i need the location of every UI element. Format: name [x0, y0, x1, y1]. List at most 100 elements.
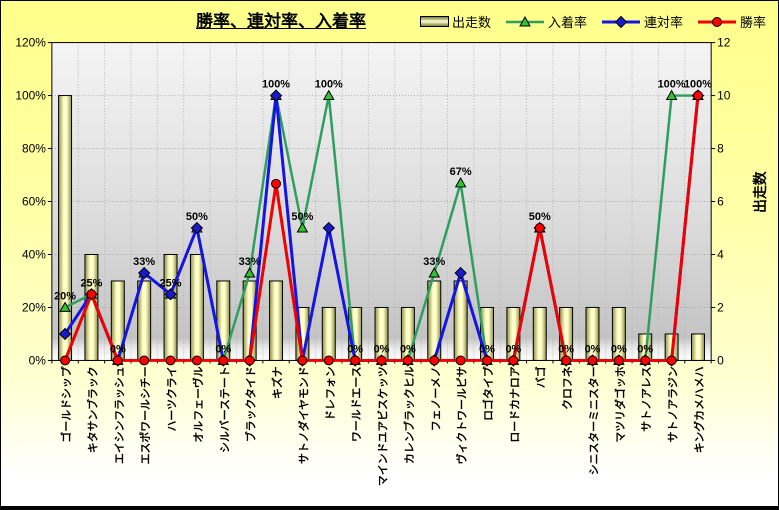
y2-axis-tick-label: 10 — [717, 89, 731, 103]
x-axis-category-label: ロゴタイプ — [481, 366, 495, 420]
axis-ticks — [47, 42, 716, 364]
circle-marker — [508, 355, 519, 366]
diamond-marker — [322, 221, 335, 235]
data-label: 0% — [611, 344, 627, 356]
x-axis-category-label: ゴールドシップ — [59, 366, 73, 442]
x-axis-category-label: キングカメハメハ — [692, 366, 706, 453]
data-label: 25% — [80, 277, 102, 289]
circle-marker — [271, 178, 282, 189]
legend-label-placing-rate: 入着率 — [548, 15, 588, 30]
x-axis-category-label: ブラックタイド — [244, 366, 258, 442]
x-axis-category-label: キタサンブラック — [85, 366, 99, 453]
diamond-marker — [454, 266, 467, 280]
circle-marker — [692, 90, 703, 101]
data-label: 0% — [505, 344, 521, 356]
data-label: 0% — [400, 344, 416, 356]
y-axis-tick-label: 120% — [15, 36, 46, 50]
circle-marker — [613, 355, 624, 366]
x-axis-category-label: マツリダゴッホ — [613, 366, 627, 442]
data-label: 25% — [160, 277, 182, 289]
x-axis-category-label: カレンブラックヒル — [402, 366, 416, 464]
x-axis-category-label: ドレフォン — [324, 366, 337, 420]
x-axis-category-label: ヴィクトワールピサ — [455, 366, 469, 464]
y-axis-tick-label: 80% — [22, 142, 46, 156]
triangle-marker — [665, 89, 678, 101]
y-axis-tick-label: 40% — [22, 247, 46, 261]
x-axis-category-label: サトノアレス — [640, 366, 653, 431]
x-axis-category-label: マインドユアビスケッツ — [375, 366, 389, 486]
bar — [163, 253, 178, 361]
circle-marker — [297, 355, 308, 366]
circle-marker — [455, 355, 466, 366]
y2-axis-tick-label: 8 — [717, 142, 724, 156]
y2-axis-tick-label: 6 — [717, 195, 724, 209]
triangle-marker — [428, 267, 441, 278]
right-axis-title: 出走数 — [752, 171, 768, 213]
x-axis-category-label: ロードカナロア — [508, 366, 521, 442]
diamond-marker-icon — [602, 15, 641, 28]
triangle-marker-icon — [506, 15, 545, 26]
data-label: 50% — [529, 211, 551, 223]
circle-marker — [666, 355, 677, 366]
y-axis-tick-label: 60% — [22, 195, 46, 209]
data-label: 67% — [450, 166, 472, 178]
y-axis-tick-label: 100% — [15, 89, 46, 103]
diamond-marker — [58, 327, 72, 341]
x-axis-category-label: ワールドエース — [350, 366, 363, 442]
data-label: 0% — [479, 344, 495, 356]
x-axis-category-label: キズナ — [270, 366, 284, 399]
x-axis-category-label: フェノーメノ — [430, 366, 442, 431]
data-label: 0% — [637, 344, 653, 356]
x-axis-category-label: ハーツクライ — [165, 366, 178, 431]
data-label: 100% — [262, 79, 290, 91]
data-label: 100% — [684, 79, 712, 91]
y2-axis-tick-label: 4 — [717, 247, 724, 261]
x-axis-category-label: エイシンフラッシュ — [113, 366, 126, 464]
bar — [321, 306, 336, 361]
circle-marker — [482, 355, 492, 366]
chart-title: 勝率、連対率、入着率 — [196, 12, 366, 31]
data-label: 0% — [585, 344, 601, 356]
circle-marker — [402, 355, 413, 366]
x-axis-category-label: サトノダイヤモンド — [296, 366, 310, 464]
data-label: 33% — [239, 256, 261, 268]
bar-swatch-icon — [420, 16, 449, 27]
circle-marker — [244, 355, 255, 366]
legend-label-win-rate: 勝率 — [740, 15, 767, 30]
bar — [269, 280, 284, 361]
legend-item-win-rate: 勝率 — [697, 12, 766, 31]
y-axis-tick-label: 0% — [29, 353, 47, 367]
data-label: 0% — [558, 344, 574, 356]
data-label: 50% — [186, 211, 208, 223]
legend-label-starts: 出走数 — [452, 15, 492, 30]
circle-marker — [587, 355, 598, 366]
left-axis-labels: 0% 20% 40% 60% 80% 100% 120% — [15, 36, 46, 368]
circle-marker — [86, 289, 97, 300]
data-label: 33% — [133, 256, 155, 268]
bar — [58, 95, 73, 361]
circle-marker — [60, 355, 71, 366]
y-axis-tick-label: 20% — [22, 300, 46, 314]
circle-marker — [323, 355, 334, 366]
y2-axis-tick-label: 12 — [717, 36, 731, 50]
circle-marker — [139, 355, 150, 366]
circle-marker — [534, 223, 545, 233]
data-label: 33% — [423, 256, 445, 268]
y2-axis-tick-label: 0 — [717, 353, 724, 367]
data-label: 0% — [347, 344, 363, 356]
data-label: 100% — [658, 79, 686, 91]
circle-marker — [191, 355, 202, 366]
circle-marker — [376, 355, 387, 366]
triangle-marker — [59, 301, 71, 312]
data-label: 100% — [315, 79, 343, 91]
legend: 出走数 入着率 連対率 勝率 — [420, 12, 766, 31]
win-rate-markers — [60, 90, 703, 366]
circle-marker — [429, 355, 440, 366]
bars-starts — [58, 95, 705, 361]
x-axis-category-label: クロフネ — [561, 366, 574, 410]
y2-axis-tick-label: 2 — [717, 300, 724, 314]
data-label: 0% — [110, 344, 126, 356]
bar — [691, 333, 705, 361]
circle-marker — [640, 355, 651, 366]
